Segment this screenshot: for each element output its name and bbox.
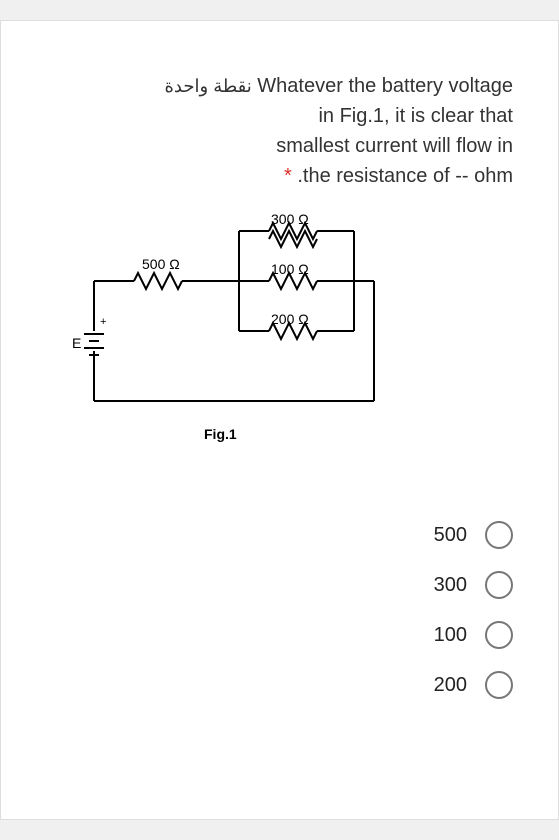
option-label: 200 <box>434 674 467 697</box>
required-star: * <box>284 165 292 187</box>
battery-label: E <box>72 335 81 351</box>
radio-icon <box>485 571 513 599</box>
radio-icon <box>485 671 513 699</box>
question-card: نقطة واحدة Whatever the battery voltage … <box>0 20 559 820</box>
resistor-200-label: 200 Ω <box>271 311 309 327</box>
option-label: 300 <box>434 574 467 597</box>
resistor-300-label: 300 Ω <box>271 211 309 227</box>
radio-icon <box>485 521 513 549</box>
option-label: 100 <box>434 624 467 647</box>
question-line-1: Whatever the battery voltage <box>257 75 513 97</box>
resistor-500-label: 500 Ω <box>142 256 180 272</box>
question-line-4: .the resistance of -- ohm <box>297 165 513 187</box>
figure-caption: Fig.1 <box>204 426 237 442</box>
resistor-100-label: 100 Ω <box>271 261 309 277</box>
option-200[interactable]: 200 <box>46 671 513 699</box>
option-label: 500 <box>434 524 467 547</box>
question-line-2: in Fig.1, it is clear that <box>318 105 513 127</box>
radio-icon <box>485 621 513 649</box>
circuit-svg: + E 500 Ω <box>64 221 399 436</box>
answer-options: 500 300 100 200 <box>46 521 513 699</box>
circuit-figure: + E 500 Ω 300 Ω 100 Ω 200 Ω Fig.1 <box>64 221 399 436</box>
points-label: نقطة واحدة <box>165 76 252 96</box>
option-500[interactable]: 500 <box>46 521 513 549</box>
question-text: نقطة واحدة Whatever the battery voltage … <box>46 71 513 191</box>
option-100[interactable]: 100 <box>46 621 513 649</box>
question-line-3: smallest current will flow in <box>276 135 513 157</box>
option-300[interactable]: 300 <box>46 571 513 599</box>
svg-text:+: + <box>100 316 106 328</box>
